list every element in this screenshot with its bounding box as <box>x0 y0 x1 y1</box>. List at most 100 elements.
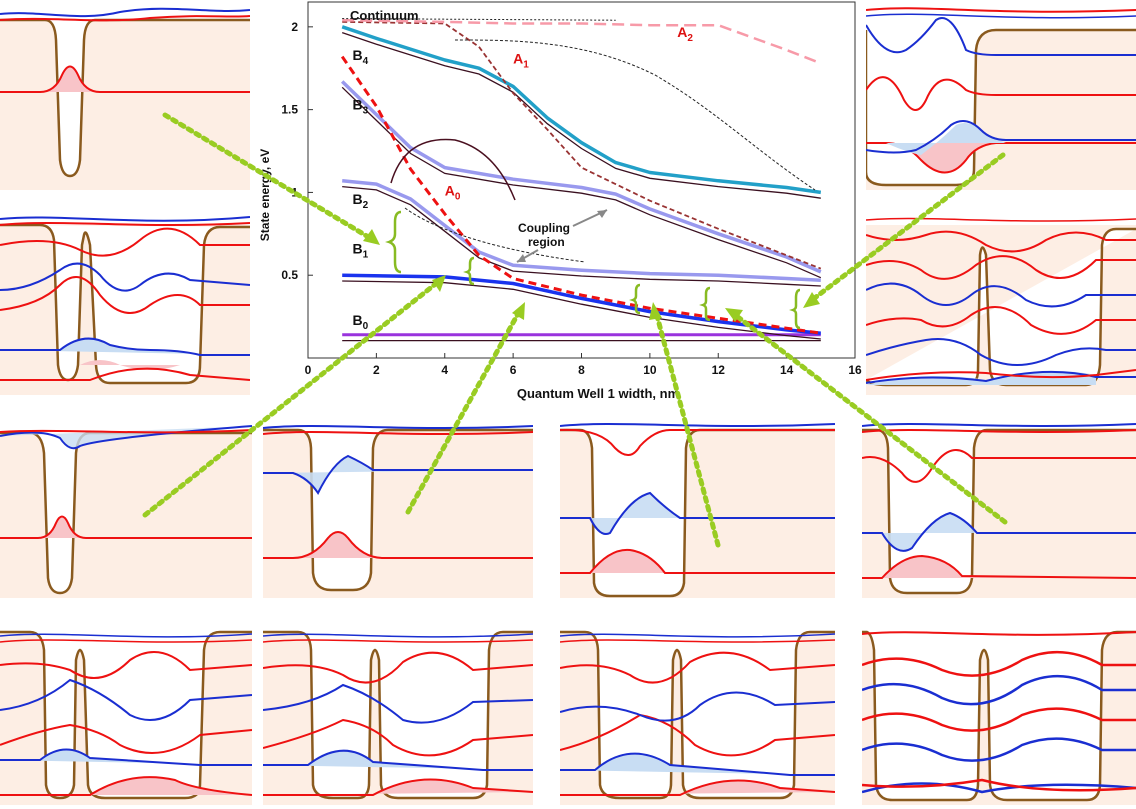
ground-state-wave-red <box>862 778 1136 792</box>
second-state-wave <box>0 723 252 754</box>
panel-row4-4 <box>862 620 1136 805</box>
panel-row3-3 <box>560 418 835 598</box>
panel-top-right-svg <box>866 7 1136 190</box>
series-a1 <box>342 21 822 270</box>
continuum-wave-red <box>263 639 533 643</box>
panel-row3-1 <box>0 418 252 598</box>
third-state-wave <box>560 691 835 722</box>
brace-1 <box>385 210 402 274</box>
first-state-wave <box>560 752 835 776</box>
first-state-wave <box>263 749 533 771</box>
first-state-wave <box>862 737 1136 762</box>
series-b3 <box>340 80 822 274</box>
first-state-fill <box>560 753 835 775</box>
third-state-wave <box>866 17 1136 56</box>
barrier-fill <box>0 433 252 598</box>
continuum-wave-blue <box>862 423 1136 427</box>
ground-state-wave <box>560 548 835 574</box>
continuum-wave-blue <box>0 633 252 638</box>
series-b4-companion <box>341 31 821 199</box>
series-b4 <box>341 25 822 195</box>
continuum-wave-red <box>866 217 1136 222</box>
coupling-region-label: region <box>528 235 565 249</box>
continuum-wave-blue <box>560 423 835 427</box>
first-state-wave <box>866 120 1136 154</box>
coupling-label: Coupling <box>518 221 570 235</box>
continuum-wave-blue <box>0 7 250 18</box>
first-state-fill <box>0 338 250 355</box>
third-state-wave <box>862 674 1136 706</box>
ground-state-fill <box>263 779 533 795</box>
well-potential <box>0 18 250 178</box>
panel-top-left-svg <box>0 7 250 190</box>
ground-state-wave <box>263 778 533 796</box>
ground-state-wave <box>0 65 250 93</box>
series-b2-companion <box>342 185 821 287</box>
ground-state-fill <box>0 66 250 92</box>
continuum-dotted-line <box>342 18 616 21</box>
panel-top-right <box>866 0 1136 190</box>
panel-mid-right <box>866 205 1136 395</box>
ground-state-fill <box>0 777 252 795</box>
continuum-wave-red <box>0 639 252 643</box>
panel-row4-3-svg <box>560 630 835 805</box>
second-state-wave <box>263 718 533 757</box>
panel-row3-1-svg <box>0 425 252 598</box>
barrier-fill <box>263 430 533 598</box>
panel-row4-1-svg <box>0 630 252 805</box>
third-state-wave <box>0 262 250 292</box>
ground-state-fill <box>263 532 533 558</box>
series-b2 <box>342 179 821 282</box>
panel-row3-2 <box>263 418 533 598</box>
continuum-wave-red <box>862 631 1136 636</box>
continuum-wave-red <box>866 7 1136 13</box>
brace-3 <box>629 283 641 315</box>
ground-state-wave <box>560 779 835 796</box>
y-axis-label: State energy, eV <box>258 149 272 241</box>
x-tick-label: 16 <box>848 363 862 377</box>
b2-thin-curve <box>390 138 516 201</box>
panel-row3-4-svg <box>862 423 1136 598</box>
y-tick-label: 1.5 <box>281 103 298 117</box>
coupling-arrowhead-right <box>597 210 607 218</box>
x-tick-label: 10 <box>643 363 657 377</box>
brace-2 <box>463 256 475 286</box>
x-tick-label: 8 <box>578 363 585 377</box>
panel-row4-2-svg <box>263 630 533 805</box>
x-tick-label: 4 <box>441 363 448 377</box>
ground-state-wave-blue <box>862 782 1136 794</box>
barrier-fill <box>0 20 250 190</box>
panel-mid-left-svg <box>0 216 250 395</box>
panel-mid-right-svg <box>866 217 1136 395</box>
panel-row3-2-svg <box>263 425 533 598</box>
x-axis-label: Quantum Well 1 width, nm <box>517 386 679 401</box>
second-state-wave <box>866 76 1136 111</box>
ground-state-fill <box>0 360 250 370</box>
fourth-state-wave <box>862 650 1136 677</box>
continuum-wave-red <box>0 429 252 434</box>
y-tick-label: 0.5 <box>281 268 298 282</box>
panel-row4-1 <box>0 620 252 805</box>
second-state-wave <box>862 707 1136 732</box>
panel-row3-4 <box>862 418 1136 598</box>
series-a2 <box>342 18 822 65</box>
first-state-wave <box>0 748 252 766</box>
a2-dotted-curve <box>454 39 816 191</box>
continuum-wave-red <box>560 639 835 643</box>
panel-row4-4-svg <box>862 630 1136 805</box>
first-state-fill <box>263 750 533 770</box>
panel-row3-3-svg <box>560 423 835 598</box>
continuum-wave-blue <box>560 633 835 638</box>
ground-state-wave <box>862 554 1136 579</box>
continuum-wave-blue <box>263 633 533 638</box>
panel-top-left <box>0 0 250 190</box>
double-well-potential <box>560 630 835 800</box>
continuum-wave-blue <box>263 425 533 429</box>
fourth-state-wave <box>263 651 533 684</box>
continuum-wave-blue <box>866 13 1136 19</box>
ground-state-fill <box>862 556 1136 578</box>
energy-vs-width-chart: 0 2 4 6 8 10 12 14 16 0.5 1 1.5 2 Continuum Coupling… <box>255 0 865 402</box>
x-tick-label: 14 <box>780 363 794 377</box>
x-tick-label: 0 <box>305 363 312 377</box>
ground-state-fill <box>560 549 835 573</box>
